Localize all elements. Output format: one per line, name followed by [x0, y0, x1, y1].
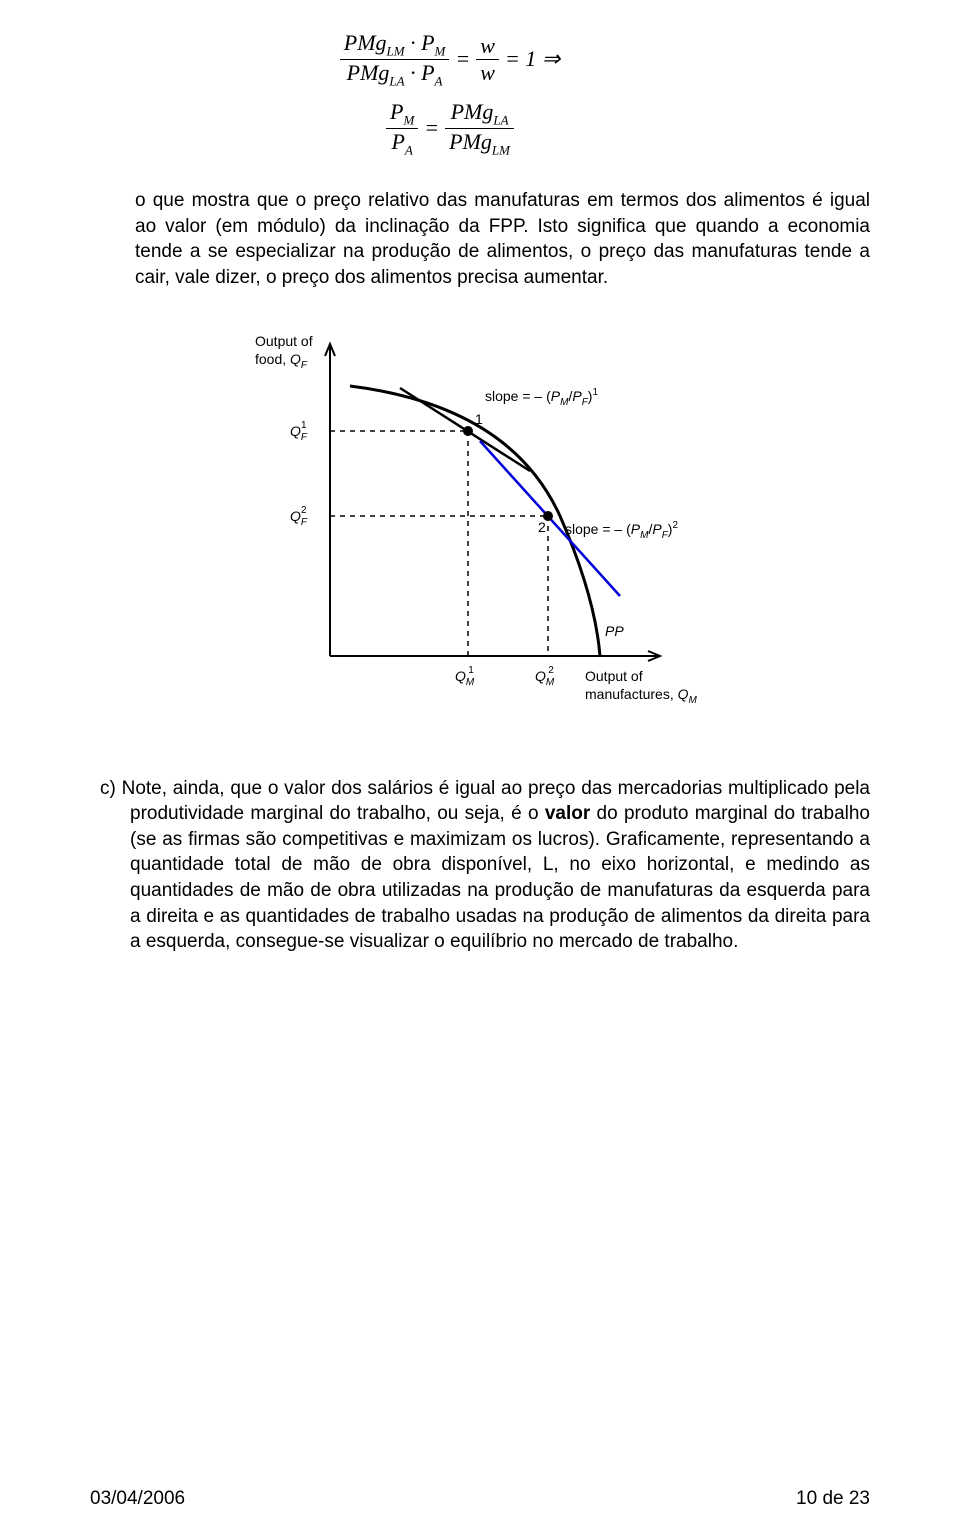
paragraph-1: o que mostra que o preço relativo das ma… [90, 188, 870, 291]
eq-sub: A [405, 142, 413, 157]
list-label: c) [100, 778, 122, 799]
equation-row-2: PM PA = PMgLA PMgLM [30, 99, 870, 158]
paragraph-text: do produto marginal do trabalho (se as f… [130, 803, 870, 952]
eq-text: · P [405, 60, 435, 85]
eq-sub: A [435, 73, 443, 88]
svg-text:QF2: QF2 [290, 505, 308, 528]
ppf-diagram: slope = – (PM/PF)1 slope = – (PM/PF)2 1 … [250, 316, 710, 746]
footer-date: 03/04/2006 [90, 1488, 185, 1510]
eq-text: w [476, 59, 499, 86]
equation-row-1: PMgLM · PM PMgLA · PA = w w = 1 ⇒ [30, 30, 870, 89]
svg-text:PP: PP [605, 623, 624, 639]
eq-text: PMg [451, 99, 494, 124]
eq-sub: M [435, 43, 446, 58]
eq-equals: = [424, 115, 439, 141]
fraction-lhs-2: PM PA [386, 99, 418, 158]
svg-text:slope = – (PM/PF)2: slope = – (PM/PF)2 [565, 520, 678, 541]
fraction-rhs-2: PMgLA PMgLM [445, 99, 514, 158]
svg-text:QF1: QF1 [290, 420, 308, 443]
eq-text: PMg [344, 30, 387, 55]
eq-text: · P [405, 30, 435, 55]
equation-block: PMgLM · PM PMgLA · PA = w w = 1 ⇒ PM PA … [90, 30, 870, 158]
svg-text:2: 2 [538, 519, 546, 535]
svg-text:QM2: QM2 [535, 665, 555, 688]
eq-sub: LA [389, 73, 404, 88]
svg-text:food, QF: food, QF [255, 351, 308, 371]
paragraph-text: o que mostra que o preço relativo das ma… [135, 190, 870, 288]
paragraph-2: c) Note, ainda, que o valor dos salários… [90, 776, 870, 955]
svg-text:QM1: QM1 [455, 665, 475, 688]
eq-sub: LM [387, 43, 405, 58]
svg-text:Output of: Output of [585, 668, 643, 684]
page-footer: 03/04/2006 10 de 23 [90, 1488, 870, 1510]
eq-text: P [390, 99, 403, 124]
fraction-lhs-1: PMgLM · PM PMgLA · PA [340, 30, 450, 89]
paragraph-bold: valor [545, 803, 590, 824]
svg-text:manufactures, QM: manufactures, QM [585, 686, 698, 706]
eq-text: PMg [449, 129, 492, 154]
fraction-rhs-1: w w [476, 33, 499, 87]
eq-equals-imply: = 1 ⇒ [505, 46, 560, 72]
svg-text:1: 1 [475, 411, 483, 427]
eq-sub: LM [492, 142, 510, 157]
svg-text:Output of: Output of [255, 333, 313, 349]
eq-text: P [391, 129, 404, 154]
eq-sub: M [403, 112, 414, 127]
eq-text: w [476, 33, 499, 59]
eq-sub: LA [493, 112, 508, 127]
footer-page: 10 de 23 [796, 1488, 870, 1510]
eq-equals: = [455, 46, 470, 72]
eq-text: PMg [347, 60, 390, 85]
svg-text:slope = – (PM/PF)1: slope = – (PM/PF)1 [485, 387, 598, 408]
